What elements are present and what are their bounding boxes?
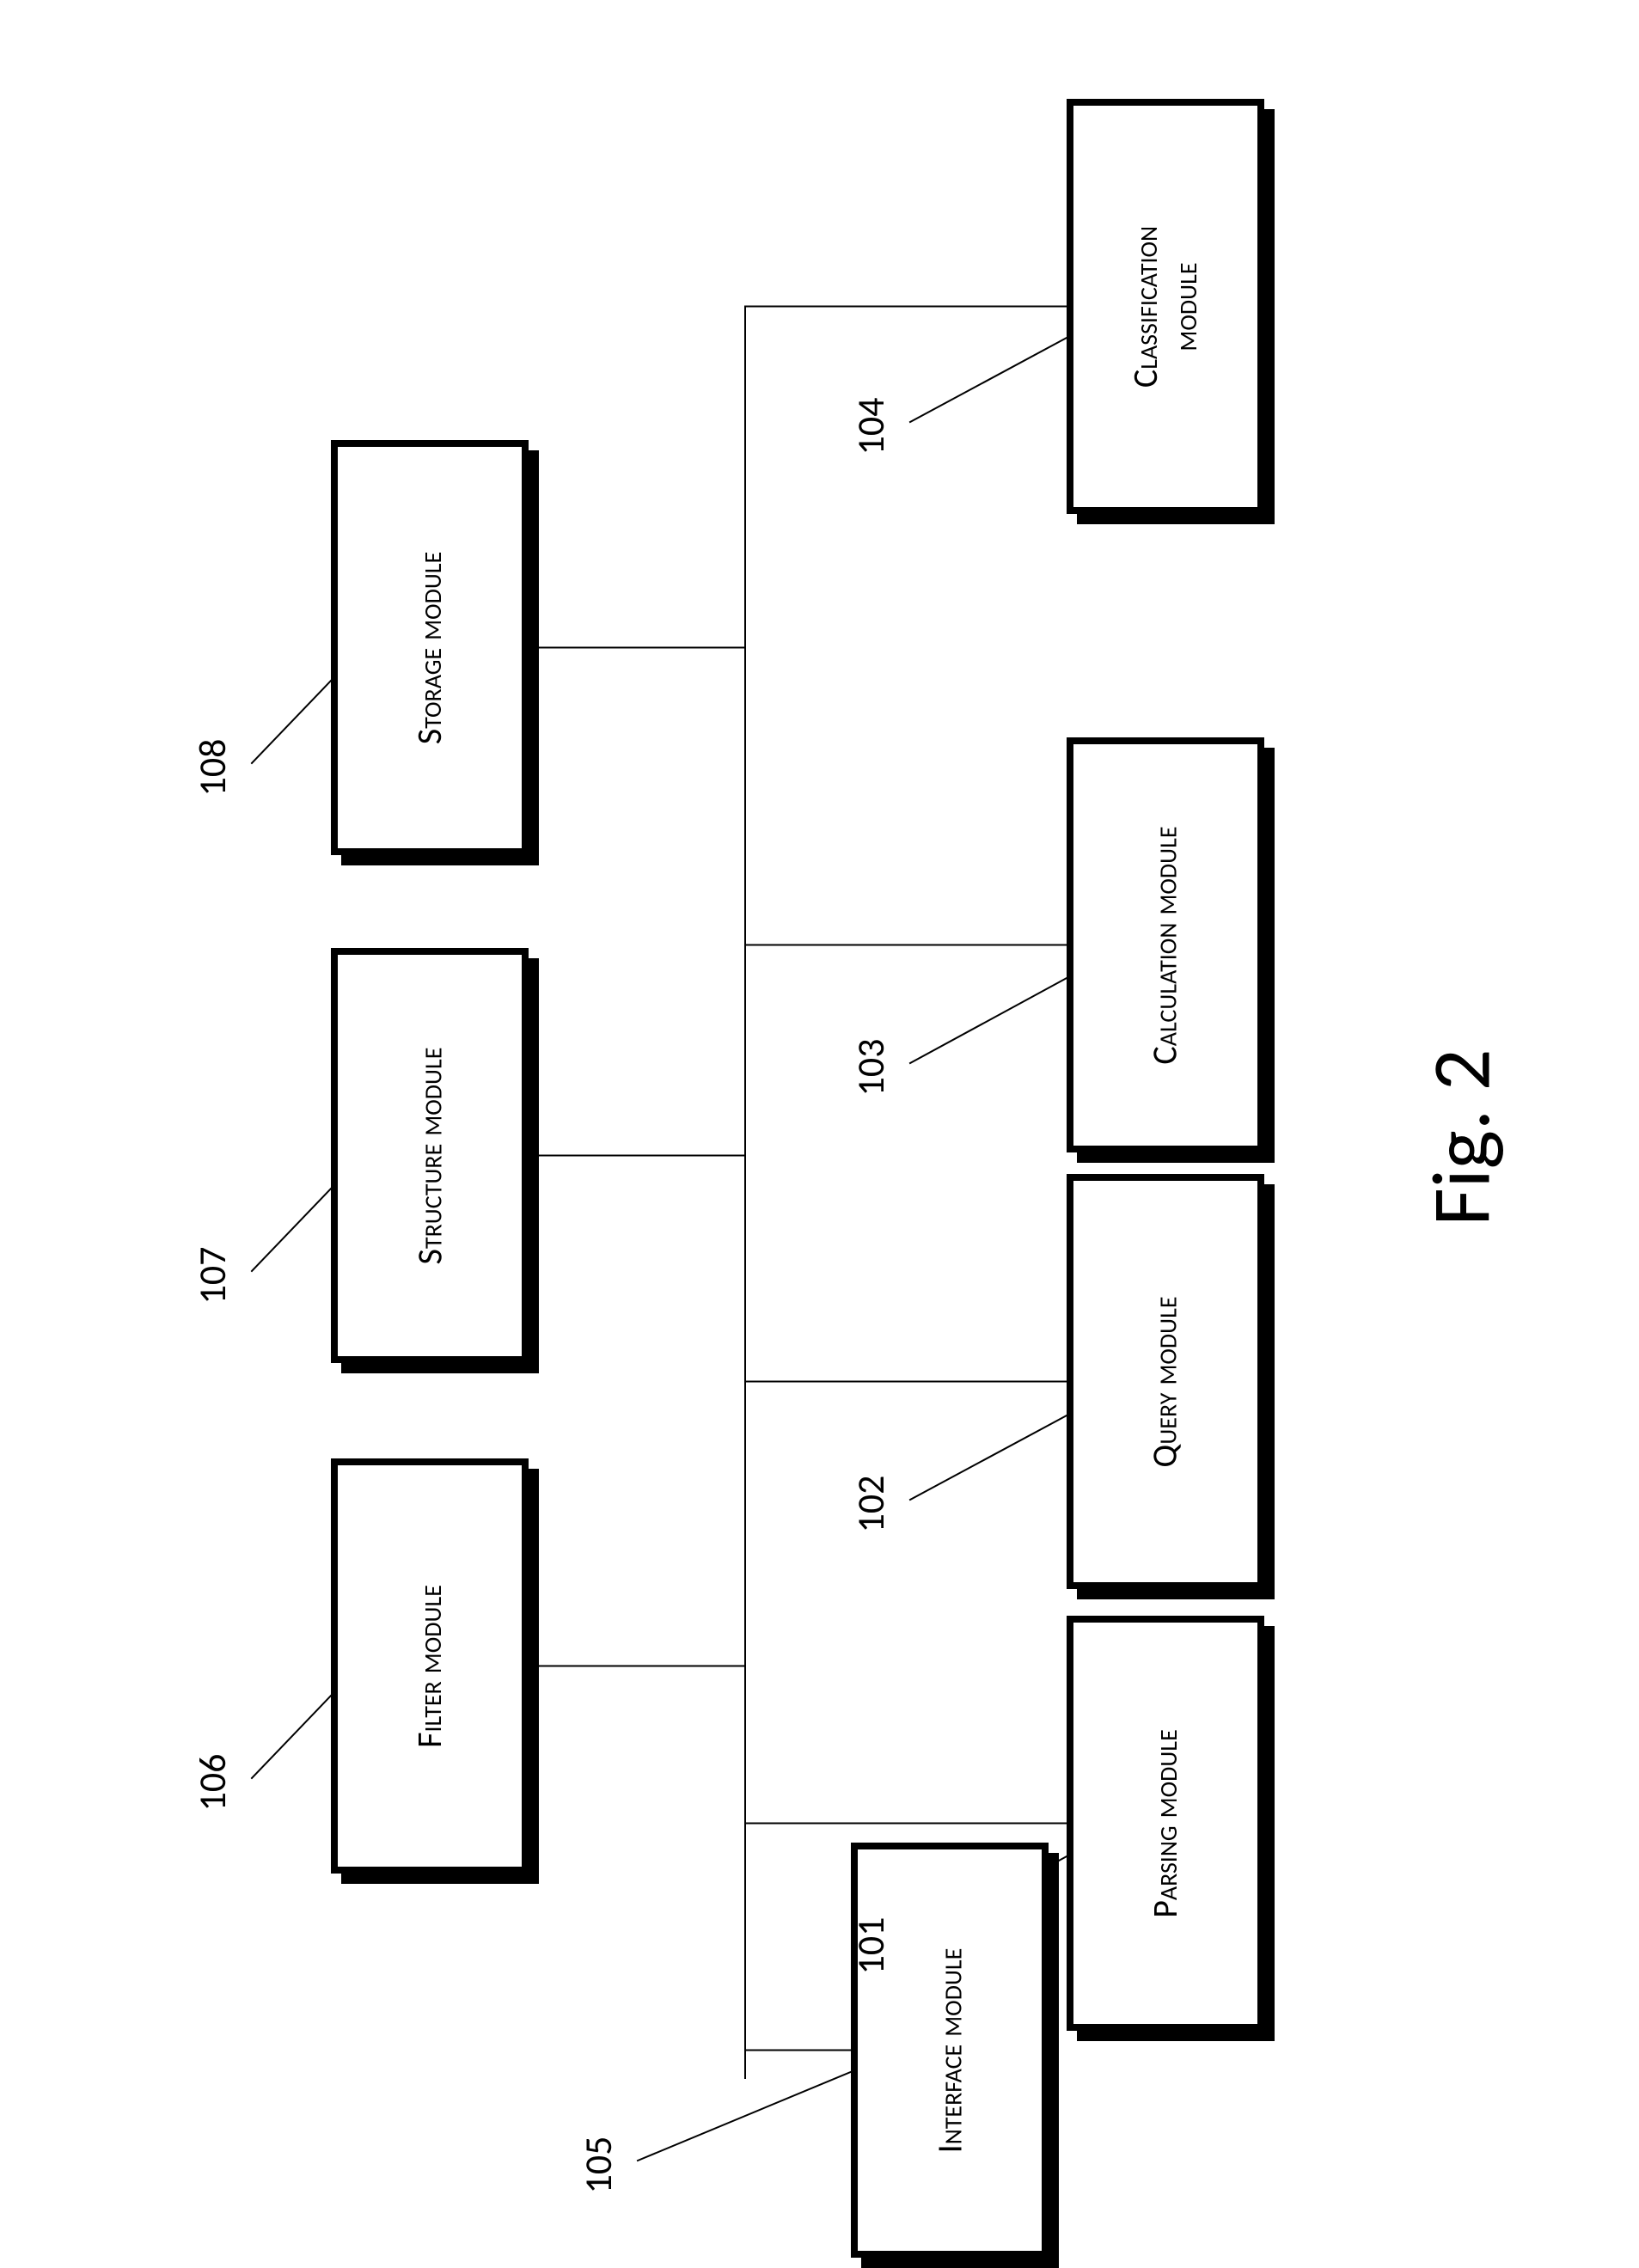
module-label: Storage module — [410, 551, 450, 743]
ref-103: 103 — [847, 1024, 894, 1110]
module-structure: Structure module — [331, 948, 529, 1363]
module-label: Interface module — [930, 1947, 969, 2153]
ref-102: 102 — [847, 1461, 894, 1547]
ref-101: 101 — [847, 1903, 894, 1989]
module-face: Parsing module — [1067, 1616, 1264, 2031]
module-parsing: Parsing module — [1067, 1616, 1264, 2031]
module-label: Classification module — [1126, 225, 1205, 387]
module-face: Calculation module — [1067, 737, 1264, 1152]
module-label: Parsing module — [1146, 1729, 1185, 1918]
ref-104: 104 — [847, 383, 894, 469]
module-calculation: Calculation module — [1067, 737, 1264, 1152]
module-face: Filter module — [331, 1458, 529, 1874]
module-face: Storage module — [331, 440, 529, 855]
module-face: Classification module — [1067, 99, 1264, 514]
connection-wires — [0, 0, 1639, 2258]
module-classification: Classification module — [1067, 99, 1264, 514]
ref-105: 105 — [575, 2122, 621, 2208]
module-label: Query module — [1146, 1296, 1185, 1467]
figure-caption: Fig. 2 — [1411, 1009, 1512, 1267]
module-face: Structure module — [331, 948, 529, 1363]
module-storage: Storage module — [331, 440, 529, 855]
module-label: Structure module — [410, 1047, 450, 1264]
ref-108: 108 — [189, 724, 235, 810]
ref-106: 106 — [189, 1739, 235, 1825]
module-filter: Filter module — [331, 1458, 529, 1874]
figure-canvas: Interface module 105 Filter module 106 Struc… — [0, 0, 1639, 2258]
module-query: Query module — [1067, 1174, 1264, 1589]
ref-107: 107 — [189, 1232, 235, 1318]
module-face: Query module — [1067, 1174, 1264, 1589]
module-label: Calculation module — [1146, 826, 1185, 1064]
module-label: Filter module — [410, 1585, 450, 1748]
